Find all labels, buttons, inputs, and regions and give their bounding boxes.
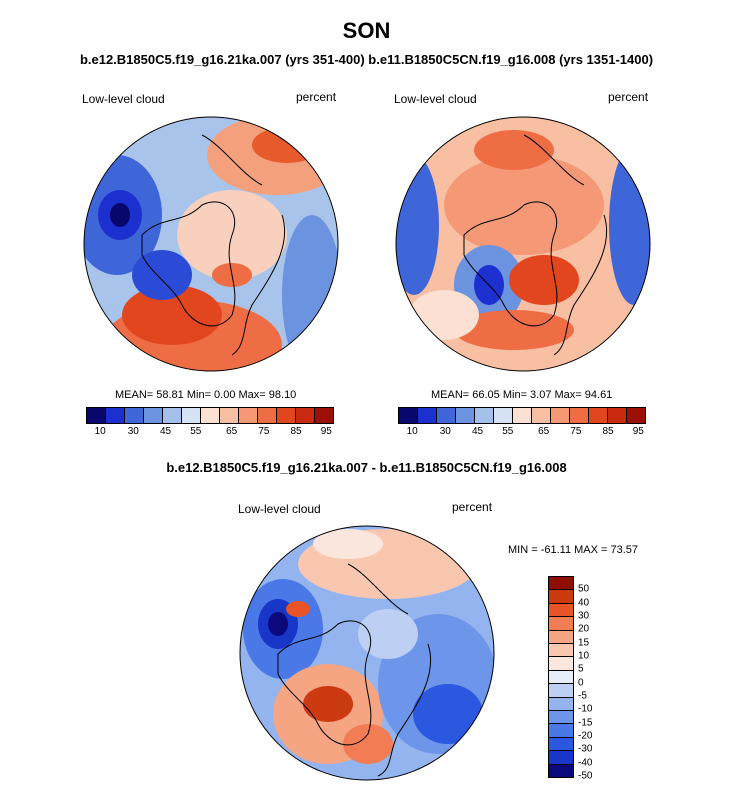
difference-colorbar-ticks: 50 40 30 20 15 10 5 0 -5 -10 -15 -20 -30 -40 -50 [578,576,618,782]
difference-colorbar-tick-label: 30 [578,610,590,622]
difference-colorbar-tick-label: -15 [578,717,593,729]
panel2-colorbar-ticks: 10 30 45 55 65 75 85 95 [398,426,644,440]
panel2-colorbar-tick-label: 95 [632,426,644,437]
panel2-colorbar-swatch [475,408,494,423]
difference-colorbar-tick-label: -30 [578,743,593,755]
panel1-colorbar-swatch [277,408,296,423]
panel1-colorbar-swatch [125,408,144,423]
panel1-colorbar-swatch [258,408,277,423]
panel1-colorbar-tick-label: 75 [258,426,270,437]
panel2-colorbar-swatch [532,408,551,423]
difference-colorbar [548,576,574,778]
panel1-colorbar-tick-label: 30 [127,426,139,437]
panel2-colorbar-swatch [589,408,608,423]
panel1-polar-map [83,116,339,372]
difference-colorbar-swatch [549,670,573,685]
difference-colorbar-tick-label: -10 [578,703,593,715]
figure-title: SON [342,18,391,43]
panel2-colorbar-tick-label: 10 [406,426,418,437]
panel2-colorbar-swatch [551,408,570,423]
panel2-colorbar-swatch [627,408,645,423]
panel1-variable: Low-level cloud [82,92,165,106]
panel1-colorbar-tick-label: 95 [320,426,332,437]
panel2-stats: MEAN= 66.05 Min= 3.07 Max= 94.61 [431,389,613,401]
panel1-colorbar-swatch [163,408,182,423]
panel2-units: percent [608,90,649,104]
panel2-colorbar-tick-label: 65 [538,426,550,437]
difference-colorbar-swatch [549,590,573,604]
diff-variable: Low-level cloud [238,502,321,516]
panel2-colorbar-swatch [399,408,418,423]
panel2-polar-map [395,116,651,372]
panel1-colorbar-swatch [144,408,163,423]
difference-colorbar-tick-label: 15 [578,637,590,649]
difference-colorbar-swatch [549,737,573,752]
difference-colorbar-tick-label: 50 [578,583,590,595]
panel2-colorbar-swatch [456,408,475,423]
difference-colorbar-tick-label: 5 [578,663,584,675]
difference-colorbar-swatch [549,697,573,712]
panel2-colorbar-swatch [418,408,437,423]
difference-colorbar-swatch [549,603,573,618]
run-titles: b.e12.B1850C5.f19_g16.21ka.007 (yrs 351-… [79,52,654,67]
panel1-colorbar-tick-label: 55 [190,426,202,437]
difference-colorbar-swatch [549,644,573,658]
diff-units: percent [452,500,493,514]
difference-colorbar-swatch [549,764,573,778]
panel1-colorbar-swatch [296,408,315,423]
panel1-colorbar-swatch [315,408,333,423]
difference-colorbar-tick-label: 10 [578,650,590,662]
difference-colorbar-tick-label: -5 [578,690,587,702]
panel1-colorbar-swatch [239,408,258,423]
difference-colorbar-swatch [549,684,573,698]
difference-colorbar-swatch [549,724,573,738]
panel1-colorbar-ticks: 10 30 45 55 65 75 85 95 [86,426,332,440]
panel2-colorbar-swatch [494,408,513,423]
difference-colorbar-swatch [549,630,573,645]
difference-colorbar-swatch [549,711,573,725]
difference-colorbar-tick-label: -50 [578,770,593,782]
difference-colorbar-swatch [549,577,573,591]
diff-stats: MIN = -61.11 MAX = 73.57 [508,544,639,556]
difference-colorbar-swatch [549,751,573,765]
panel1-colorbar-swatch [106,408,125,423]
difference-colorbar-tick-label: 0 [578,677,584,689]
panel2-colorbar-swatch [570,408,589,423]
panel2-colorbar-swatch [513,408,532,423]
panel1-colorbar-tick-label: 65 [226,426,238,437]
difference-colorbar-tick-label: -20 [578,730,593,742]
difference-polar-map [239,525,495,781]
panel2-colorbar-tick-label: 30 [439,426,451,437]
panel2-colorbar-tick-label: 55 [502,426,514,437]
difference-colorbar-tick-label: 40 [578,597,590,609]
panel2-colorbar-swatch [437,408,456,423]
panel1-colorbar-tick-label: 85 [290,426,302,437]
panel1-colorbar-swatch [182,408,201,423]
difference-colorbar-swatch [549,617,573,631]
difference-colorbar-tick-label: -40 [578,757,593,769]
difference-title: b.e12.B1850C5.f19_g16.21ka.007 - b.e11.B… [166,460,567,475]
panel2-colorbar-tick-label: 85 [602,426,614,437]
panel1-colorbar-tick-label: 45 [159,426,172,437]
panel1-colorbar-swatch [201,408,220,423]
panel1-colorbar-tick-label: 10 [94,426,106,437]
panel1-colorbar [86,407,334,424]
panel1-units: percent [296,90,337,104]
panel2-colorbar [398,407,646,424]
panel2-colorbar-swatch [608,408,627,423]
panel2-colorbar-tick-label: 45 [471,426,484,437]
panel2-colorbar-tick-label: 75 [570,426,582,437]
panel2-variable: Low-level cloud [394,92,477,106]
panel1-colorbar-swatch [87,408,106,423]
difference-colorbar-swatch [549,657,573,671]
panel1-stats: MEAN= 58.81 Min= 0.00 Max= 98.10 [115,389,297,401]
panel1-colorbar-swatch [220,408,239,423]
difference-colorbar-tick-label: 20 [578,623,590,635]
